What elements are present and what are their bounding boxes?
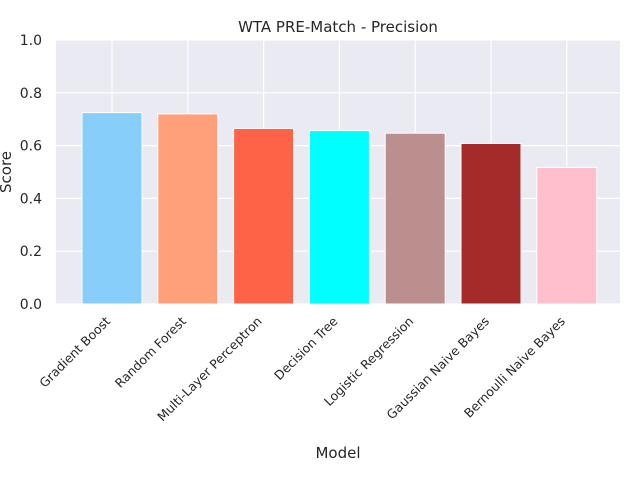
bar-multi-layer-perceptron bbox=[233, 127, 295, 305]
y-tick-label: 0.4 bbox=[20, 191, 42, 207]
x-tick-label: Gradient Boost bbox=[36, 313, 113, 390]
bar-gradient-boost bbox=[81, 112, 143, 305]
bar-logistic-regression bbox=[384, 132, 446, 305]
chart-title: WTA PRE-Match - Precision bbox=[238, 18, 438, 36]
bar-bernoulli-naive-bayes bbox=[536, 167, 598, 305]
y-tick-label: 0.6 bbox=[20, 139, 42, 155]
y-tick-labels: 0.0 0.2 0.4 0.6 0.8 1.0 bbox=[20, 33, 42, 313]
y-tick-label: 0.2 bbox=[20, 244, 42, 260]
bars bbox=[81, 112, 598, 305]
bar-decision-tree bbox=[308, 130, 370, 305]
y-tick-label: 1.0 bbox=[20, 33, 42, 49]
y-axis-label: Score bbox=[0, 151, 15, 193]
x-axis-label: Model bbox=[315, 444, 360, 462]
y-tick-label: 0.8 bbox=[20, 86, 42, 102]
x-tick-label: Random Forest bbox=[112, 313, 189, 390]
bar-gaussian-naive-bayes bbox=[460, 142, 522, 305]
y-tick-label: 0.0 bbox=[20, 297, 42, 313]
x-tick-label: Decision Tree bbox=[271, 313, 341, 383]
bar-random-forest bbox=[157, 113, 219, 305]
